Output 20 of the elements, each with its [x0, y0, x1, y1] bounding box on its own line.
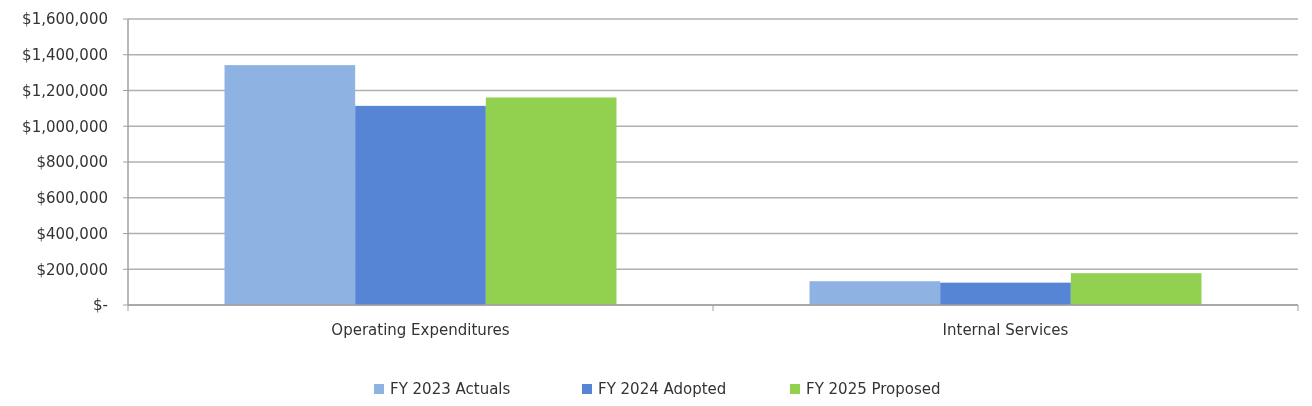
y-tick-label: $1,400,000	[22, 46, 108, 64]
legend-label: FY 2024 Adopted	[598, 380, 727, 398]
bar	[1070, 273, 1202, 305]
bar	[940, 282, 1071, 305]
y-tick-label: $1,600,000	[22, 10, 108, 29]
bar	[355, 105, 486, 305]
legend-label: FY 2025 Proposed	[806, 380, 941, 398]
y-tick-label: $1,000,000	[22, 117, 108, 136]
bar	[224, 65, 356, 305]
x-tick-label: Operating Expenditures	[331, 321, 510, 339]
bar	[809, 281, 941, 305]
y-tick-label: $600,000	[36, 189, 108, 207]
y-tick-label: $200,000	[36, 260, 108, 279]
x-tick-label: Internal Services	[942, 321, 1069, 339]
y-tick-label: $400,000	[36, 224, 108, 243]
y-tick-label: $800,000	[36, 153, 108, 172]
bar	[485, 97, 617, 305]
y-tick-label: $-	[93, 296, 108, 315]
y-tick-label: $1,200,000	[22, 81, 108, 100]
legend-label: FY 2023 Actuals	[390, 380, 511, 398]
